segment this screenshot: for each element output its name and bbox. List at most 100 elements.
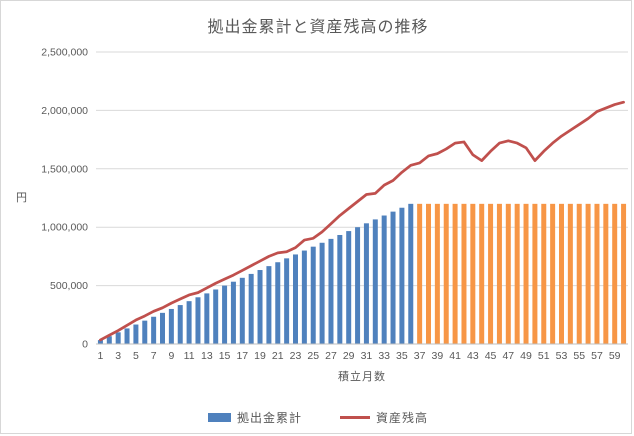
x-tick-label: 51 <box>538 350 550 362</box>
legend-label-balance: 資産残高 <box>376 410 429 425</box>
x-tick-label: 53 <box>556 350 568 362</box>
bar-month-55[interactable] <box>576 203 582 344</box>
bar-month-1[interactable] <box>97 340 103 344</box>
bar-month-58[interactable] <box>603 203 609 344</box>
bar-month-35[interactable] <box>399 207 405 344</box>
bar-month-25[interactable] <box>310 246 316 344</box>
legend-item-contributions[interactable]: 拠出金累計 <box>207 409 302 426</box>
bar-month-30[interactable] <box>355 227 361 344</box>
bar-month-48[interactable] <box>514 203 520 344</box>
x-tick-label: 21 <box>272 350 284 362</box>
bar-month-17[interactable] <box>239 277 245 344</box>
bar-month-53[interactable] <box>559 203 564 344</box>
x-tick-label: 41 <box>449 350 461 362</box>
bar-month-18[interactable] <box>248 273 254 344</box>
bar-month-40[interactable] <box>443 203 449 344</box>
bar-month-6[interactable] <box>142 320 148 344</box>
bar-month-20[interactable] <box>266 266 272 344</box>
x-tick-label: 37 <box>414 350 426 362</box>
bar-month-49[interactable] <box>523 203 529 344</box>
bar-month-46[interactable] <box>496 203 502 344</box>
bar-month-37[interactable] <box>417 203 423 344</box>
bar-month-15[interactable] <box>222 285 228 344</box>
x-tick-label: 33 <box>378 350 390 362</box>
x-tick-label: 59 <box>609 350 621 362</box>
x-tick-label: 19 <box>254 350 266 362</box>
bar-month-36[interactable] <box>408 203 414 344</box>
x-tick-label: 57 <box>591 350 603 362</box>
bar-month-16[interactable] <box>230 281 236 344</box>
bar-month-11[interactable] <box>186 301 192 344</box>
bar-month-56[interactable] <box>585 203 591 344</box>
bar-month-32[interactable] <box>372 219 378 344</box>
x-tick-label: 7 <box>151 350 157 362</box>
bar-month-7[interactable] <box>151 316 157 344</box>
bar-month-14[interactable] <box>213 289 219 344</box>
bar-month-47[interactable] <box>505 203 511 344</box>
y-axis-title: 円 <box>16 192 27 204</box>
bar-month-8[interactable] <box>160 312 165 344</box>
x-tick-label: 35 <box>396 350 408 362</box>
bar-month-45[interactable] <box>488 203 494 344</box>
bar-month-57[interactable] <box>594 203 600 344</box>
bar-month-4[interactable] <box>124 328 130 344</box>
bar-month-23[interactable] <box>293 254 298 344</box>
y-tick-label: 1,000,000 <box>41 222 88 234</box>
x-tick-label: 1 <box>98 350 104 362</box>
bar-month-5[interactable] <box>133 324 139 344</box>
x-tick-label: 15 <box>219 350 231 362</box>
x-tick-label: 25 <box>307 350 319 362</box>
legend-bar-swatch <box>207 412 231 422</box>
bar-month-12[interactable] <box>195 297 201 344</box>
bar-month-41[interactable] <box>452 203 458 344</box>
x-tick-label: 31 <box>361 350 373 362</box>
bar-month-21[interactable] <box>275 262 281 344</box>
x-tick-label: 23 <box>290 350 302 362</box>
legend-line-swatch <box>340 415 370 419</box>
bar-month-34[interactable] <box>390 211 396 344</box>
bar-month-2[interactable] <box>106 336 112 344</box>
bar-month-51[interactable] <box>541 203 547 344</box>
bar-month-59[interactable] <box>612 203 618 344</box>
bar-month-9[interactable] <box>168 308 174 344</box>
y-tick-label: 1,500,000 <box>41 163 88 175</box>
x-tick-label: 55 <box>573 350 585 362</box>
bar-month-22[interactable] <box>284 258 290 344</box>
x-tick-label: 43 <box>467 350 479 362</box>
bar-month-54[interactable] <box>567 203 573 344</box>
x-tick-label: 9 <box>168 350 174 362</box>
bar-month-3[interactable] <box>115 332 121 344</box>
legend-item-balance[interactable]: 資産残高 <box>340 409 428 426</box>
chart-title: 拠出金累計と資産残高の推移 <box>207 19 429 36</box>
x-tick-label: 5 <box>133 350 139 362</box>
legend: 拠出金累計 資産残高 <box>1 407 634 427</box>
bar-month-33[interactable] <box>381 215 387 344</box>
bar-month-13[interactable] <box>204 293 210 344</box>
bar-month-43[interactable] <box>470 203 476 344</box>
x-tick-label: 27 <box>325 350 337 362</box>
bar-month-42[interactable] <box>461 203 467 344</box>
bar-month-26[interactable] <box>319 242 325 344</box>
bar-month-44[interactable] <box>479 203 485 344</box>
asset-balance-line[interactable] <box>99 100 625 342</box>
bar-month-29[interactable] <box>346 231 352 344</box>
y-tick-label: 500,000 <box>50 280 88 292</box>
bar-month-39[interactable] <box>434 203 440 344</box>
bar-month-52[interactable] <box>550 203 556 344</box>
x-axis-title: 積立月数 <box>338 371 386 383</box>
bar-month-28[interactable] <box>337 234 343 344</box>
bar-month-27[interactable] <box>328 238 334 344</box>
bar-month-19[interactable] <box>257 270 263 344</box>
x-tick-label: 29 <box>343 350 355 362</box>
y-tick-label: 2,000,000 <box>41 105 88 117</box>
bar-month-50[interactable] <box>532 203 538 344</box>
bar-month-60[interactable] <box>621 203 627 344</box>
x-tick-label: 11 <box>184 350 195 362</box>
bar-month-38[interactable] <box>426 203 431 344</box>
bar-month-10[interactable] <box>177 305 183 344</box>
legend-label-contributions: 拠出金累計 <box>236 410 302 425</box>
x-tick-label: 39 <box>432 350 444 362</box>
x-tick-label: 45 <box>485 350 497 362</box>
bar-month-31[interactable] <box>363 223 369 344</box>
bar-month-24[interactable] <box>301 250 307 344</box>
